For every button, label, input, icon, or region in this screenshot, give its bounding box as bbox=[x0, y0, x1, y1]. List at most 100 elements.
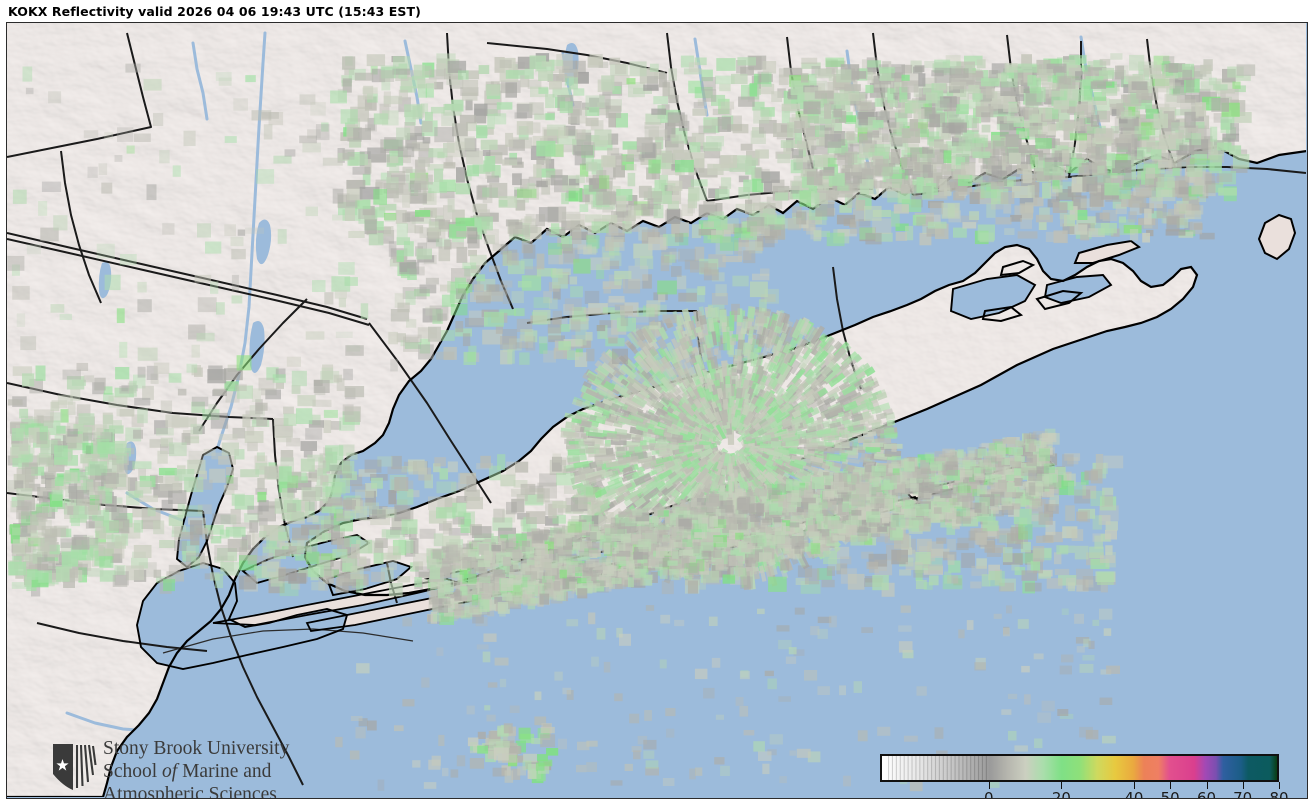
radar-echo-cell bbox=[626, 332, 641, 350]
radar-echo-cell bbox=[725, 383, 732, 399]
radar-echo-cell bbox=[371, 154, 390, 163]
radar-echo-cell bbox=[384, 214, 396, 222]
radar-echo-cell bbox=[398, 89, 408, 101]
radar-echo-cell bbox=[422, 137, 431, 144]
radar-echo-cell bbox=[596, 190, 616, 206]
radar-echo-cell bbox=[536, 180, 548, 188]
radar-echo-cell bbox=[745, 436, 752, 442]
radar-echo-cell bbox=[753, 109, 770, 124]
radar-echo-cell bbox=[566, 435, 573, 441]
radar-echo-cell bbox=[816, 421, 830, 430]
radar-echo-cell bbox=[953, 227, 967, 238]
radar-echo-cell bbox=[728, 370, 734, 377]
radar-echo-cell bbox=[851, 378, 864, 388]
radar-echo-cell bbox=[847, 426, 854, 432]
radar-echo-cell bbox=[681, 204, 693, 217]
radar-echo-cell bbox=[1100, 223, 1117, 234]
radar-echo-cell bbox=[891, 211, 900, 227]
radar-echo-cell bbox=[1099, 212, 1110, 220]
radar-echo-cell bbox=[713, 348, 719, 356]
radar-echo-cell bbox=[402, 195, 410, 208]
radar-echo-cell bbox=[781, 103, 801, 112]
island-coast bbox=[1257, 213, 1297, 261]
radar-echo-cell bbox=[643, 84, 659, 91]
radar-echo-cell bbox=[886, 419, 896, 427]
radar-echo-cell bbox=[817, 445, 831, 452]
radar-echo-cell bbox=[731, 73, 748, 84]
radar-echo-cell bbox=[720, 155, 738, 168]
radar-echo-cell bbox=[675, 160, 694, 173]
radar-echo-cell bbox=[1166, 216, 1180, 232]
radar-echo-cell bbox=[636, 137, 653, 153]
radar-echo-cell bbox=[761, 171, 780, 183]
radar-echo-cell bbox=[579, 204, 589, 212]
radar-echo-cell bbox=[590, 120, 604, 131]
radar-echo-cell bbox=[749, 83, 758, 97]
radar-echo-cell bbox=[730, 337, 737, 346]
radar-echo-cell bbox=[571, 424, 581, 432]
radar-echo-cell bbox=[502, 159, 518, 166]
radar-echo-cell bbox=[962, 222, 977, 229]
radar-echo-cell bbox=[561, 192, 569, 205]
radar-echo-cell bbox=[598, 389, 608, 397]
radar-echo-cell bbox=[648, 159, 661, 174]
island-coast bbox=[1073, 239, 1142, 264]
radar-echo-cell bbox=[516, 121, 534, 135]
radar-echo-cell bbox=[683, 367, 695, 385]
bay-water bbox=[951, 275, 1035, 319]
lake bbox=[249, 321, 265, 373]
radar-echo-cell bbox=[559, 101, 573, 114]
radar-echo-cell bbox=[810, 227, 822, 240]
radar-echo-cell bbox=[630, 203, 647, 211]
radar-echo-cell bbox=[1193, 223, 1203, 230]
radar-echo-cell bbox=[857, 436, 865, 444]
radar-echo-cell bbox=[615, 63, 627, 75]
radar-echo-cell bbox=[787, 218, 802, 231]
radar-echo-cell bbox=[703, 142, 722, 152]
page-title: KOKX Reflectivity valid 2026 04 06 19:43… bbox=[8, 4, 421, 19]
radar-echo-cell bbox=[599, 353, 617, 370]
river bbox=[693, 37, 709, 117]
radar-echo-cell bbox=[575, 174, 585, 184]
radar-echo-cell bbox=[801, 57, 818, 64]
political-boundary bbox=[7, 232, 368, 320]
radar-echo-cell bbox=[1118, 216, 1126, 223]
radar-echo-cell bbox=[860, 452, 868, 461]
radar-echo-cell bbox=[563, 463, 577, 472]
radar-echo-cell bbox=[1185, 210, 1202, 220]
radar-echo-cell bbox=[505, 132, 514, 147]
radar-echo-cell bbox=[425, 111, 433, 121]
radar-echo-cell bbox=[735, 203, 755, 213]
radar-echoes bbox=[7, 53, 1256, 792]
island-coast bbox=[999, 259, 1036, 277]
radar-echo-cell bbox=[638, 185, 652, 198]
radar-echo-cell bbox=[810, 418, 824, 428]
radar-echo-cell bbox=[737, 57, 756, 66]
radar-echo-cell bbox=[514, 112, 527, 119]
radar-echo-cell bbox=[466, 165, 479, 177]
island bbox=[1259, 215, 1295, 259]
island-coast bbox=[981, 305, 1024, 323]
radar-echo-cell bbox=[474, 103, 488, 116]
map-canvas[interactable] bbox=[7, 23, 1306, 797]
radar-echo-cell bbox=[702, 89, 717, 102]
radar-echo-cell bbox=[797, 353, 813, 371]
radar-echo-cell bbox=[344, 207, 355, 221]
radar-echo-cell bbox=[601, 75, 615, 91]
radar-echo-cell bbox=[601, 155, 616, 168]
radar-echo-cell bbox=[550, 175, 568, 186]
radar-echo-cell bbox=[778, 68, 790, 78]
radar-echo-cell bbox=[609, 414, 618, 422]
radar-echo-cell bbox=[541, 60, 552, 67]
radar-echo-cell bbox=[653, 96, 668, 105]
radar-echo-cell bbox=[529, 102, 544, 115]
radar-map[interactable]: 0 20 40 50 60 70 80 Stony Brook University Sch… bbox=[6, 22, 1308, 799]
radar-echo-cell bbox=[441, 112, 455, 127]
radar-echo-cell bbox=[524, 67, 534, 79]
radar-echo-cell bbox=[1038, 222, 1047, 230]
radar-echo-cell bbox=[1128, 211, 1137, 223]
radar-echo-cell bbox=[1052, 202, 1068, 213]
radar-echo-cell bbox=[649, 63, 659, 72]
radar-echo-cell bbox=[605, 447, 614, 455]
